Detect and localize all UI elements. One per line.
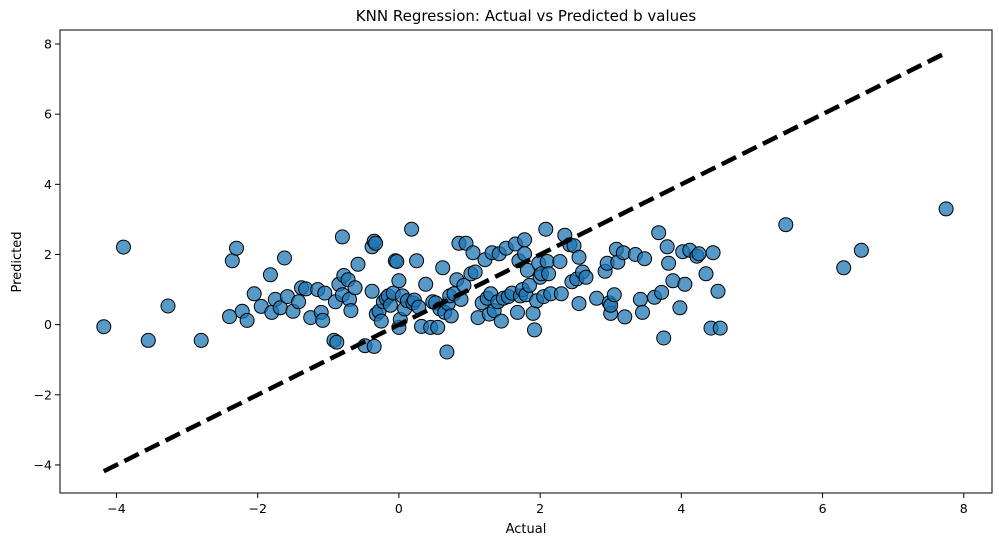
scatter-point <box>224 253 240 269</box>
scatter-point <box>705 245 721 261</box>
scatter-point <box>836 260 852 276</box>
scatter-point <box>389 254 405 269</box>
scatter-point <box>409 253 425 269</box>
scatter-point <box>710 283 726 299</box>
scatter-point <box>439 344 455 360</box>
scatter-point <box>435 260 451 276</box>
scatter-point <box>467 264 483 280</box>
scatter-point <box>229 240 244 256</box>
scatter-point <box>637 251 653 267</box>
y-tick-label: 8 <box>44 37 52 52</box>
scatter-points <box>96 201 954 360</box>
y-tick-label: 2 <box>44 247 52 262</box>
scatter-point <box>493 313 509 329</box>
scatter-point <box>938 201 954 217</box>
x-tick-label: 6 <box>819 501 827 516</box>
scatter-point <box>364 283 380 299</box>
y-axis-label: Predicted <box>10 231 25 292</box>
scatter-point <box>368 235 384 251</box>
scatter-point <box>366 338 382 354</box>
scatter-point <box>677 276 693 292</box>
scatter-point <box>778 217 794 233</box>
reference-line <box>102 50 948 474</box>
scatter-point <box>632 291 648 307</box>
scatter-point <box>404 221 420 237</box>
scatter-point <box>430 319 446 335</box>
scatter-point <box>672 300 688 316</box>
scatter-point <box>651 225 667 241</box>
scatter-point <box>578 269 594 285</box>
scatter-point <box>193 332 209 348</box>
y-axis-ticks: −4 −2 0 2 4 6 8 <box>34 37 60 472</box>
scatter-point <box>517 232 533 248</box>
scatter-point <box>698 266 714 282</box>
scatter-point <box>661 255 677 271</box>
scatter-point <box>329 334 345 350</box>
scatter-point <box>589 290 605 306</box>
scatter-point <box>606 287 622 303</box>
y-tick-label: 4 <box>44 177 52 192</box>
scatter-point <box>343 303 359 319</box>
scatter-point <box>315 312 331 328</box>
x-tick-label: 4 <box>677 501 685 516</box>
y-tick-label: 0 <box>44 317 52 332</box>
chart-title: KNN Regression: Actual vs Predicted b va… <box>356 7 697 25</box>
scatter-point <box>222 309 237 325</box>
scatter-point <box>96 319 112 335</box>
y-tick-label: −2 <box>34 387 52 402</box>
scatter-point <box>538 221 554 237</box>
scatter-point <box>656 330 672 346</box>
scatter-point <box>571 249 587 265</box>
scatter-point <box>553 286 569 302</box>
scatter-point <box>522 277 537 293</box>
y-tick-label: 6 <box>44 107 52 122</box>
scatter-point <box>350 256 366 272</box>
scatter-point <box>317 285 333 301</box>
scatter-point <box>853 242 869 258</box>
x-axis-label: Actual <box>506 522 547 537</box>
scatter-point <box>527 322 542 338</box>
x-axis-ticks: −4 −2 0 2 4 6 8 <box>107 493 968 516</box>
scatter-point <box>635 304 650 320</box>
scatter-point <box>246 286 262 302</box>
scatter-point <box>571 296 587 312</box>
scatter-point <box>443 308 459 324</box>
scatter-point <box>654 284 670 300</box>
scatter-point <box>277 250 292 266</box>
scatter-point <box>552 254 568 269</box>
scatter-point <box>617 309 633 325</box>
scatter-point <box>239 312 255 328</box>
scatter-point <box>659 239 675 255</box>
x-tick-label: 0 <box>395 501 403 516</box>
scatter-point <box>347 280 363 296</box>
scatter-point <box>712 320 728 336</box>
scatter-point <box>160 298 176 314</box>
scatter-point <box>262 267 278 283</box>
scatter-point <box>140 332 156 348</box>
scatter-point <box>510 304 525 320</box>
x-tick-label: 2 <box>536 501 544 516</box>
scatter-point <box>465 245 481 261</box>
x-tick-label: 8 <box>960 501 968 516</box>
scatter-point <box>373 313 389 329</box>
scatter-point <box>418 276 434 292</box>
scatter-point <box>382 297 398 313</box>
x-tick-label: −4 <box>107 501 125 516</box>
scatter-point <box>291 294 307 310</box>
plot-frame <box>59 29 993 494</box>
scatter-point <box>116 239 131 255</box>
x-tick-label: −2 <box>248 501 266 516</box>
y-tick-label: −4 <box>34 457 52 472</box>
scatter-point <box>539 254 555 269</box>
scatter-point <box>525 305 541 321</box>
scatter-point <box>691 246 707 262</box>
scatter-point <box>391 273 407 289</box>
scatter-point <box>541 266 557 282</box>
scatter-point <box>334 229 350 245</box>
